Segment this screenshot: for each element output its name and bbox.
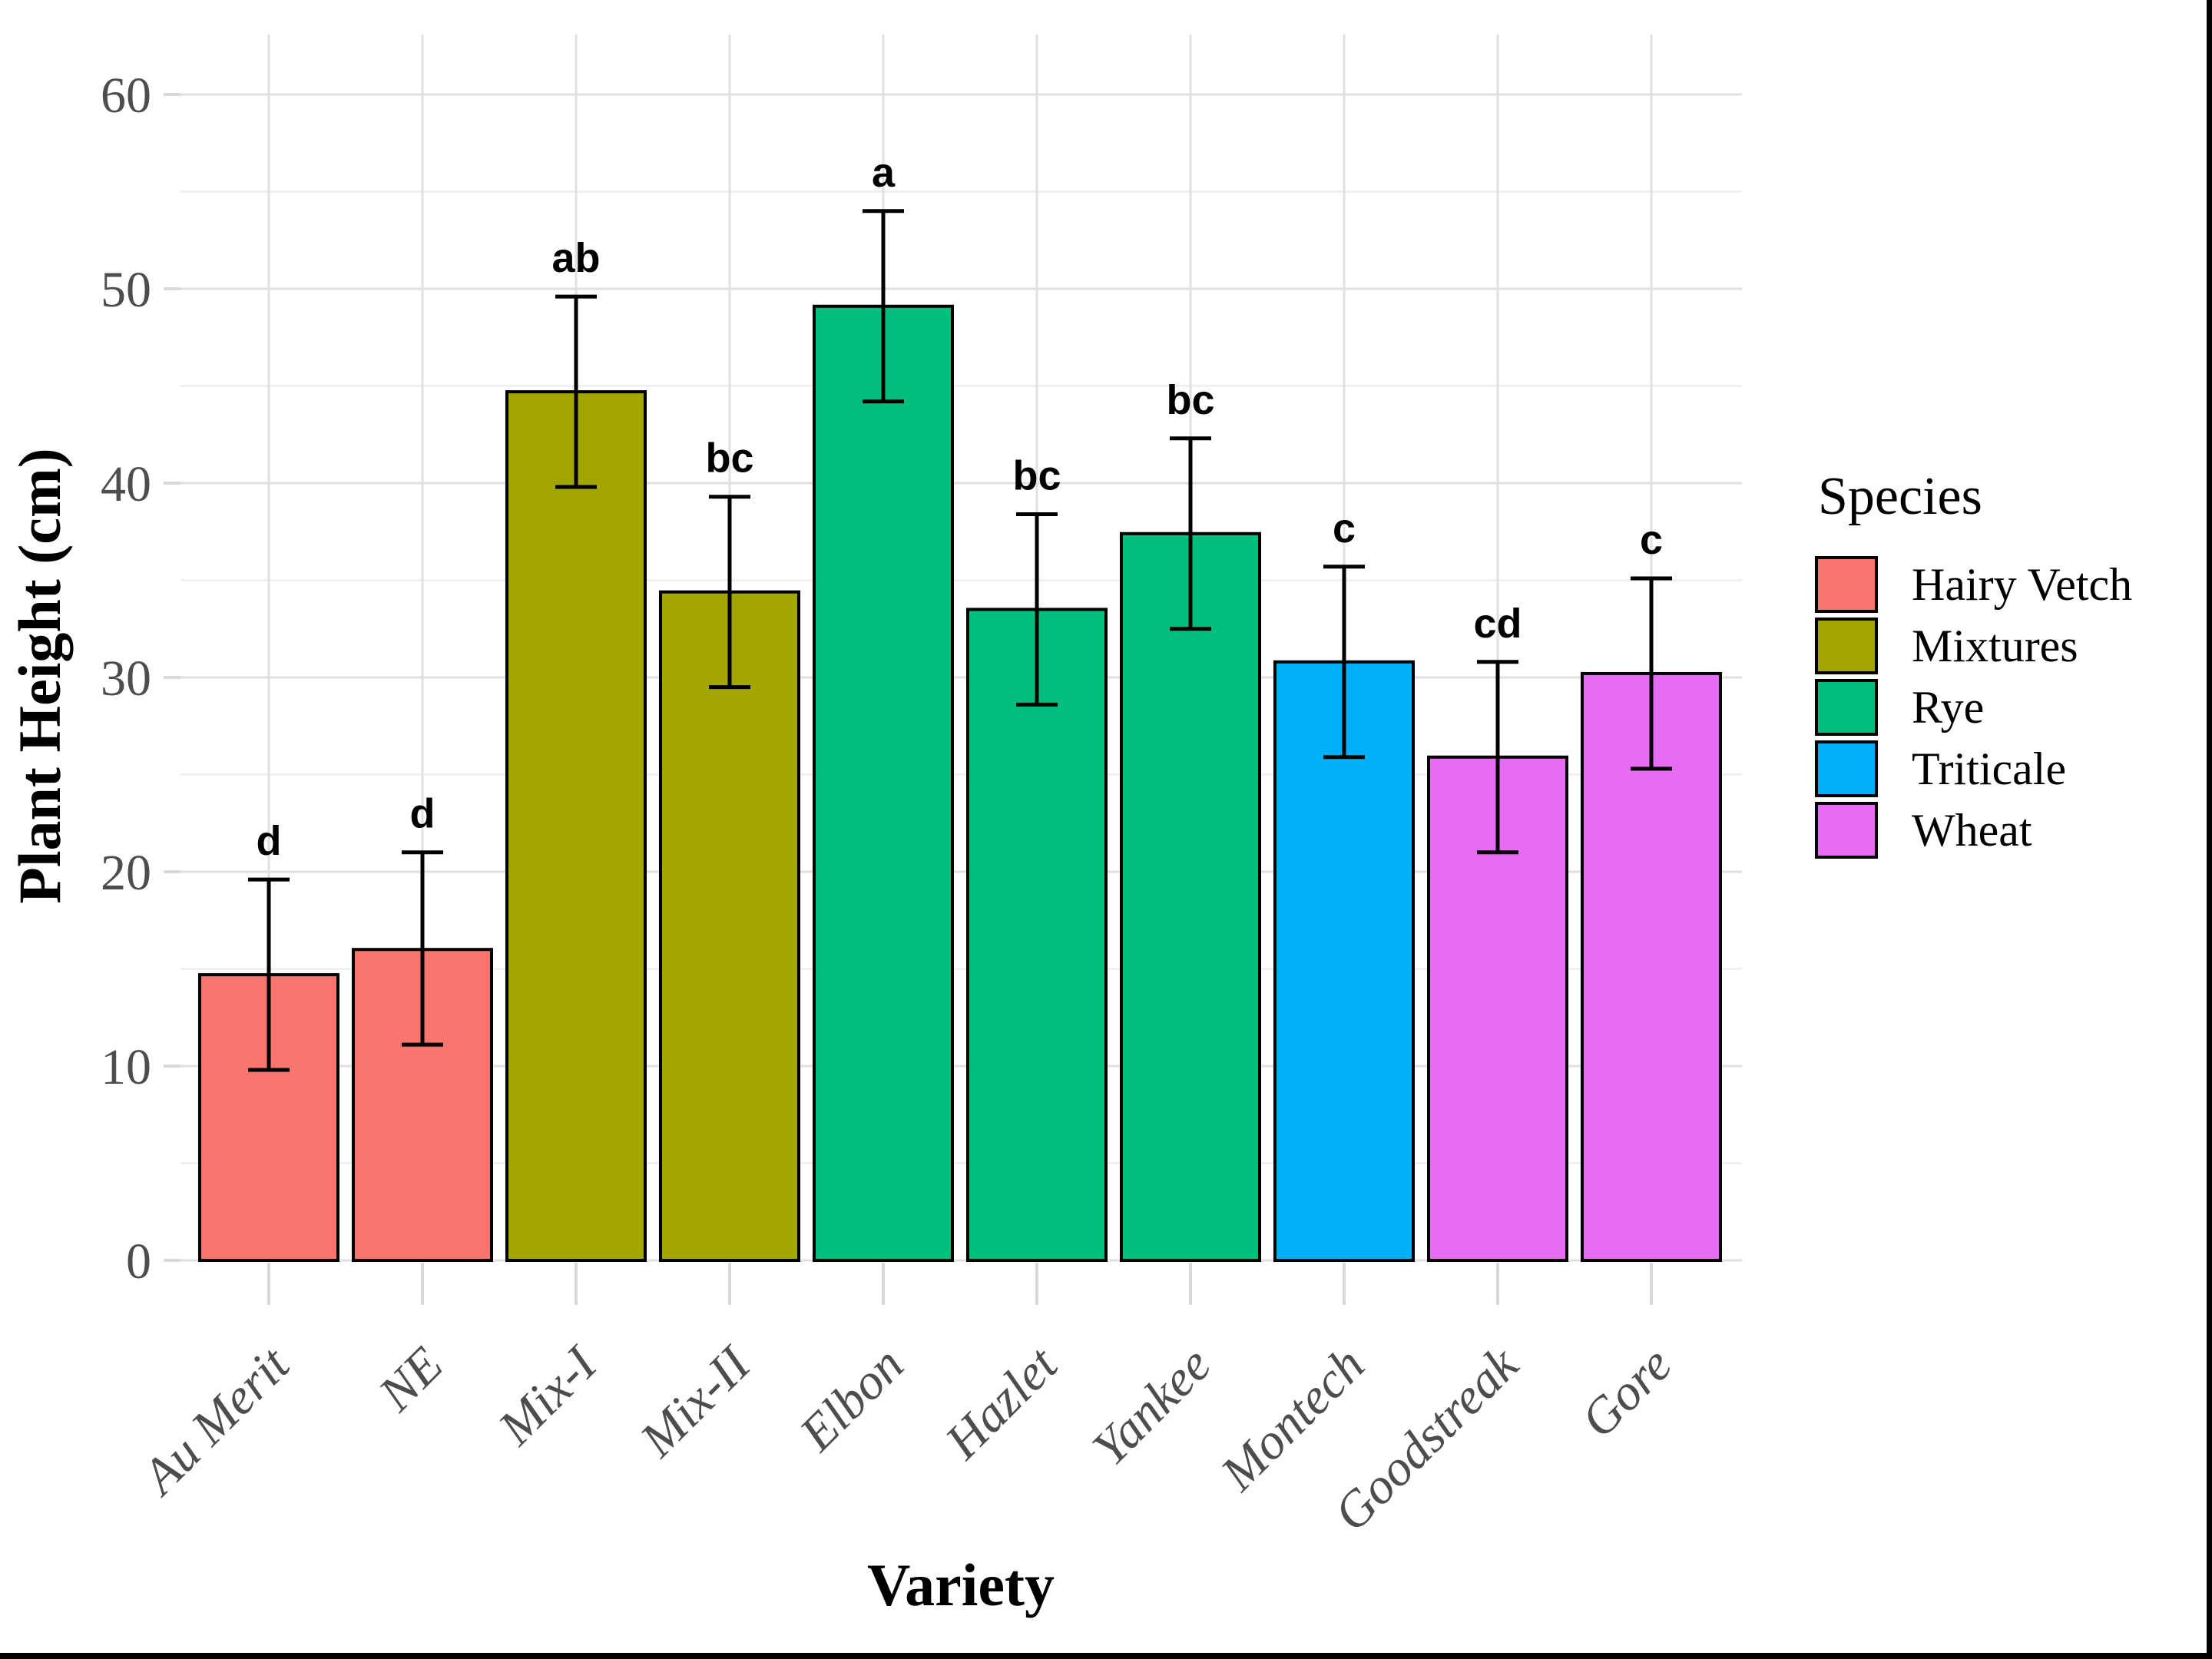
legend-label: Rye: [1912, 681, 1985, 733]
x-tick-label-au-merit: Au Merit: [130, 1336, 301, 1507]
error-bar: [1323, 565, 1365, 760]
legend-label: Triticale: [1912, 743, 2067, 794]
error-bar: [402, 850, 443, 1047]
legend-swatch: [1815, 679, 1878, 736]
legend-items: Hairy Vetch Mixtures Rye Triticale Wheat: [1815, 556, 2132, 859]
sig-letter: bc: [1166, 377, 1214, 423]
sig-letter: c: [1640, 517, 1663, 563]
y-tick-label: 60: [101, 68, 151, 124]
x-tick-labels: Au Merit NE Mix-I Mix-II Elbon Hazlet YankeeMo…: [130, 1335, 1683, 1542]
legend: Species Hairy Vetch Mixtures Rye Triticale W…: [1815, 470, 2132, 863]
legend-title: Species: [1818, 467, 1982, 526]
y-tick-label: 40: [101, 456, 151, 512]
legend-label: Wheat: [1912, 804, 2032, 856]
bar-mix-i: [505, 390, 647, 1263]
legend-label: Mixtures: [1912, 620, 2078, 671]
x-axis-title: Variety: [867, 1551, 1055, 1618]
legend-item-mixtures: Mixtures: [1815, 618, 2132, 674]
error-bar: [555, 294, 597, 489]
bar-montech: [1273, 660, 1415, 1262]
y-tick-label: 50: [101, 262, 151, 318]
y-tick-labels: 0 10 20 30 40 50 60: [101, 68, 151, 1290]
bar-yankee: [1120, 531, 1261, 1262]
legend-swatch: [1815, 556, 1878, 613]
error-bar: [1477, 660, 1518, 855]
y-axis-title: Plant Height (cm): [6, 448, 73, 904]
sig-letter: a: [872, 150, 896, 196]
legend-swatch: [1815, 740, 1878, 797]
sig-letter: cd: [1473, 601, 1522, 647]
legend-item-wheat: Wheat: [1815, 802, 2132, 859]
significance-letters: d d ab bc a bc bc c cd c: [257, 150, 1664, 864]
legend-item-rye: Rye: [1815, 679, 2132, 736]
sig-letter: d: [410, 791, 435, 837]
error-bar: [248, 877, 290, 1072]
y-tick-label: 20: [101, 845, 151, 901]
sig-letter: bc: [1012, 452, 1061, 498]
error-bars: [248, 209, 1672, 1072]
legend-item-triticale: Triticale: [1815, 740, 2132, 797]
x-tick-label-yankee: Yankee: [1082, 1336, 1222, 1476]
bars: [198, 304, 1722, 1263]
legend-item-hairy-vetch: Hairy Vetch: [1815, 556, 2132, 613]
x-tick-label-mix-i: Mix-I: [488, 1335, 609, 1456]
sig-letter: c: [1333, 505, 1356, 551]
screenshot-bottom-border: [0, 1653, 2212, 1659]
bar-gore: [1581, 671, 1722, 1262]
error-bar: [1016, 512, 1058, 707]
x-tick-label-gore: Gore: [1571, 1336, 1683, 1449]
sig-letter: ab: [551, 235, 600, 281]
sig-letter: bc: [705, 435, 753, 482]
x-tick-label-hazlet: Hazlet: [934, 1336, 1068, 1470]
y-tick-label: 0: [126, 1233, 151, 1290]
screenshot-right-border: [2207, 0, 2212, 1659]
legend-swatch: [1815, 618, 1878, 674]
legend-swatch: [1815, 802, 1878, 859]
x-tick-label-elbon: Elbon: [789, 1336, 915, 1462]
sig-letter: d: [257, 818, 282, 864]
error-bar: [1631, 576, 1672, 771]
bar-elbon: [813, 304, 954, 1262]
error-bar: [709, 495, 750, 690]
bar-mix-ii: [659, 590, 800, 1262]
legend-label: Hairy Vetch: [1912, 558, 2133, 610]
axis-ticks: [164, 93, 1653, 1305]
error-bar: [1170, 436, 1211, 631]
x-tick-label-mix-ii: Mix-II: [629, 1335, 763, 1469]
error-bar: [863, 209, 904, 404]
y-tick-label: 10: [101, 1039, 151, 1095]
bar-hazlet: [966, 608, 1108, 1262]
x-tick-label-ne: NE: [368, 1336, 454, 1422]
y-tick-label: 30: [101, 651, 151, 707]
